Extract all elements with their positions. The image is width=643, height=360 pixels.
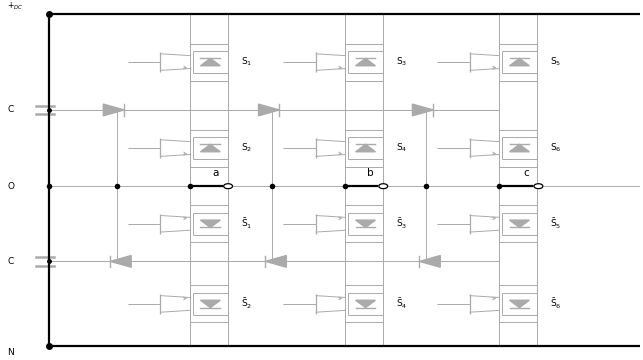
Polygon shape [356, 300, 376, 307]
Circle shape [534, 184, 543, 189]
Polygon shape [419, 256, 440, 267]
Text: N: N [7, 348, 14, 357]
Text: $\mathrm{S_2}$: $\mathrm{S_2}$ [240, 142, 252, 154]
Text: C: C [7, 105, 14, 114]
Polygon shape [111, 256, 131, 267]
Polygon shape [201, 300, 221, 307]
Polygon shape [201, 144, 221, 152]
Polygon shape [356, 220, 376, 228]
Text: b: b [367, 168, 374, 179]
Circle shape [379, 184, 388, 189]
Circle shape [224, 184, 233, 189]
Polygon shape [356, 144, 376, 152]
Polygon shape [201, 220, 221, 228]
Text: $\mathrm{\bar{S}_2}$: $\mathrm{\bar{S}_2}$ [240, 297, 252, 311]
Text: $\mathrm{\bar{S}_5}$: $\mathrm{\bar{S}_5}$ [550, 217, 561, 231]
Text: $\mathrm{\bar{S}_1}$: $\mathrm{\bar{S}_1}$ [240, 217, 252, 231]
Polygon shape [509, 300, 529, 307]
Text: $\mathrm{S_3}$: $\mathrm{S_3}$ [396, 56, 407, 68]
Text: $\mathrm{S_1}$: $\mathrm{S_1}$ [240, 56, 252, 68]
Polygon shape [412, 104, 433, 116]
Polygon shape [509, 58, 529, 66]
Polygon shape [258, 104, 280, 116]
Polygon shape [266, 256, 286, 267]
Text: a: a [212, 168, 219, 179]
Polygon shape [104, 104, 124, 116]
Polygon shape [201, 58, 221, 66]
Text: $\mathrm{S_5}$: $\mathrm{S_5}$ [550, 56, 561, 68]
Text: $\mathrm{S_6}$: $\mathrm{S_6}$ [550, 142, 561, 154]
Text: $\mathrm{\bar{S}_4}$: $\mathrm{\bar{S}_4}$ [396, 297, 407, 311]
Polygon shape [356, 58, 376, 66]
Text: $\mathrm{\bar{S}_6}$: $\mathrm{\bar{S}_6}$ [550, 297, 561, 311]
Text: $\mathrm{S_4}$: $\mathrm{S_4}$ [396, 142, 407, 154]
Text: C: C [7, 257, 14, 266]
Text: $+_{DC}$: $+_{DC}$ [7, 1, 23, 13]
Polygon shape [509, 144, 529, 152]
Text: O: O [7, 182, 14, 191]
Polygon shape [509, 220, 529, 228]
Text: $\mathrm{\bar{S}_3}$: $\mathrm{\bar{S}_3}$ [396, 217, 407, 231]
Text: c: c [523, 168, 529, 179]
